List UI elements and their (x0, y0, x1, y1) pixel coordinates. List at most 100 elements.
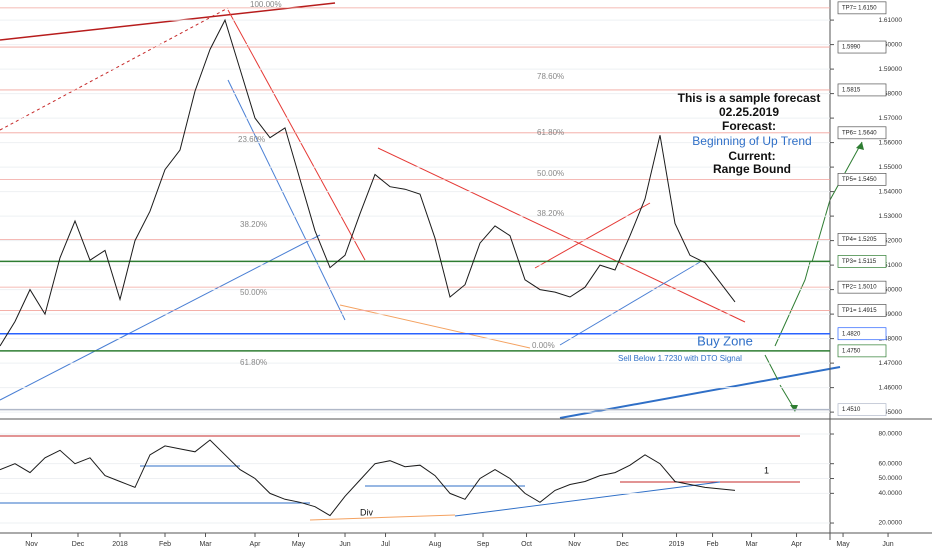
y-tick-label: 1.52000 (879, 237, 903, 244)
fib-label: 23.60% (238, 135, 265, 144)
x-tick-label: Mar (746, 541, 759, 548)
x-tick-label: Dec (72, 541, 85, 548)
x-tick-label: May (836, 541, 850, 548)
level-tag (837, 40, 887, 54)
x-tick-label: Nov (568, 541, 581, 548)
y-tick-label: 40.0000 (879, 490, 903, 497)
x-tick-label: 2019 (669, 541, 685, 548)
level-label: 1.4750 (842, 348, 861, 354)
level-label: TP2= 1.5010 (842, 285, 877, 291)
y-tick-label: 1.54000 (879, 188, 903, 195)
x-tick-label: Dec (616, 541, 629, 548)
trendline (534, 202, 651, 269)
y-tick-label: 80.0000 (879, 431, 903, 438)
forecast-arrow (774, 261, 811, 347)
forecast-text: This is a sample forecast (678, 91, 821, 105)
level-tag (837, 327, 887, 341)
x-tick-label: Feb (159, 541, 171, 548)
level-tag (837, 344, 887, 358)
x-tick-label: Jun (882, 541, 893, 548)
level-tag (837, 280, 887, 294)
div-label: Div (360, 507, 373, 517)
y-tick-label: 1.45000 (879, 409, 903, 416)
y-tick-label: 1.59000 (879, 66, 903, 73)
fib-label: 50.00% (240, 288, 267, 297)
level-label: 1.4820 (842, 331, 861, 337)
x-tick-label: Sep (477, 541, 490, 548)
y-tick-label: 1.57000 (879, 115, 903, 122)
trendline (227, 9, 366, 261)
fib-label: 38.20% (537, 209, 564, 218)
level-tag (837, 1, 887, 15)
x-tick-label: May (292, 541, 306, 548)
price-line (0, 18, 736, 347)
trendline (377, 147, 746, 323)
forecast-text: Beginning of Up Trend (692, 134, 811, 148)
x-tick-label: Oct (521, 541, 532, 548)
fib-label: 50.00% (537, 169, 564, 178)
y-tick-label: 1.58000 (879, 90, 903, 97)
x-tick-label: Apr (250, 541, 262, 548)
y-tick-label: 1.48000 (879, 335, 903, 342)
level-tag (837, 173, 887, 186)
forecast-text: 02.25.2019 (719, 105, 779, 119)
y-tick-label: 1.56000 (879, 139, 903, 146)
y-tick-label: 60.0000 (879, 460, 903, 467)
level-label: TP6= 1.5640 (842, 130, 877, 136)
x-tick-label: Aug (429, 541, 442, 548)
y-tick-label: 1.46000 (879, 384, 903, 391)
fib-label: 78.60% (537, 72, 564, 81)
x-tick-label: Nov (25, 541, 38, 548)
trendline (339, 304, 531, 349)
trendline (227, 79, 346, 321)
level-tag (837, 255, 887, 268)
level-tag (837, 233, 887, 246)
level-label: TP3= 1.5115 (842, 259, 877, 265)
level-label: 1.5815 (842, 87, 861, 93)
x-tick-label: Jul (381, 541, 390, 548)
x-tick-label: Feb (707, 541, 719, 548)
x-tick-label: Mar (199, 541, 212, 548)
forecast-arrow (764, 354, 779, 381)
level-tag (837, 83, 887, 97)
buy-zone-label: Buy Zone (697, 333, 753, 348)
level-tag (837, 126, 887, 140)
fib-label: 0.00% (532, 341, 555, 350)
x-tick-label: 2018 (112, 541, 128, 548)
y-tick-label: 1.47000 (879, 360, 903, 367)
y-tick-label: 1.53000 (879, 213, 903, 220)
forecast-text: Current: (728, 149, 775, 163)
sell-note: Sell Below 1.7230 with DTO Signal (618, 354, 742, 363)
fib-label: 61.80% (240, 358, 267, 367)
level-tag (837, 403, 887, 417)
y-tick-label: 1.60000 (879, 41, 903, 48)
level-label: TP7= 1.6150 (842, 5, 877, 11)
y-tick-label: 20.0000 (879, 520, 903, 527)
y-tick-label: 1.50000 (879, 286, 903, 293)
y-tick-label: 1.51000 (879, 262, 903, 269)
level-label: TP1= 1.4915 (842, 308, 877, 314)
y-tick-label: 50.0000 (879, 475, 903, 482)
level-label: 1.4510 (842, 407, 861, 413)
x-tick-label: Apr (791, 541, 803, 548)
x-tick-label: Jun (339, 541, 350, 548)
forecast-text: Forecast: (722, 119, 776, 133)
arrow-head (790, 405, 798, 412)
y-tick-label: 1.55000 (879, 164, 903, 171)
price-line (0, 439, 736, 517)
level-label: TP4= 1.5205 (842, 237, 877, 243)
fib-label: 61.80% (537, 128, 564, 137)
wave-label: 1 (764, 465, 769, 475)
y-tick-label: 1.49000 (879, 311, 903, 318)
arrow-head (856, 142, 864, 150)
trendline (0, 234, 321, 401)
rsi-trend (309, 514, 456, 521)
fib-label: 38.20% (240, 220, 267, 229)
level-label: 1.5990 (842, 45, 861, 51)
trendline (559, 261, 701, 346)
level-label: TP5= 1.5450 (842, 177, 877, 183)
trendline (0, 7, 229, 131)
